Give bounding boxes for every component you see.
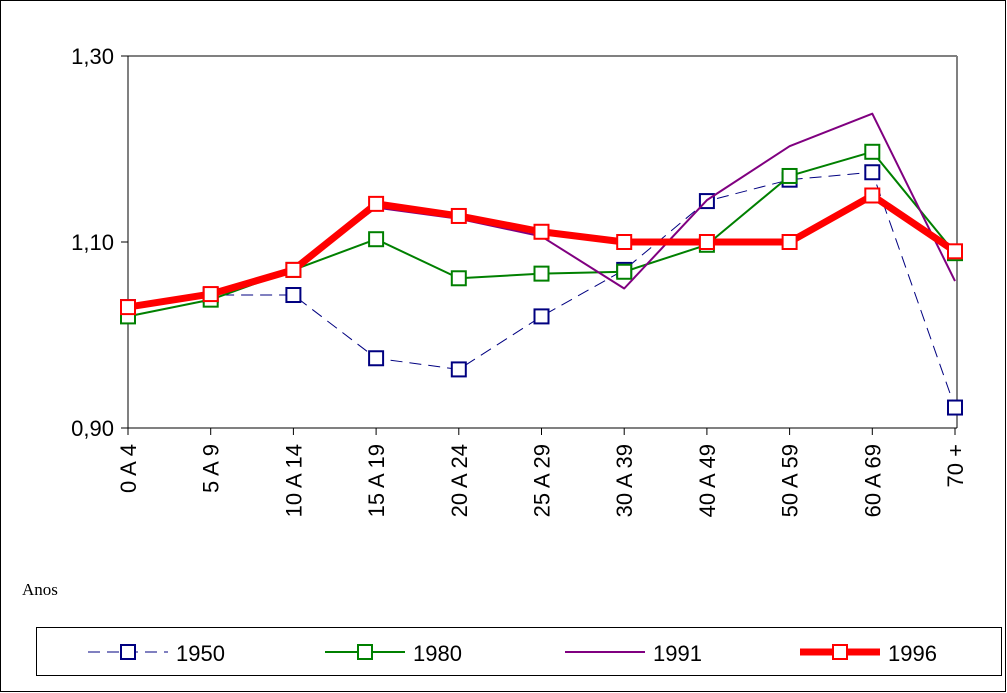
data-point — [368, 350, 385, 367]
legend-label: 1980 — [413, 641, 462, 666]
x-tick-label: 0 A 4 — [116, 444, 141, 493]
data-point — [864, 143, 881, 160]
data-point — [947, 399, 963, 416]
data-point — [781, 234, 798, 250]
x-tick-label: 70 + — [943, 444, 968, 487]
data-point — [864, 164, 881, 181]
data-point — [285, 287, 302, 304]
legend-label: 1991 — [653, 641, 702, 666]
x-tick-label: 5 A 9 — [199, 444, 224, 493]
x-tick-label: 60 A 69 — [860, 444, 885, 517]
legend-marker — [832, 644, 848, 660]
legend-marker — [120, 644, 136, 660]
data-point — [947, 243, 963, 260]
data-point — [533, 265, 550, 282]
data-point — [616, 263, 633, 280]
x-tick-label: 40 A 49 — [695, 444, 720, 517]
x-axis-label: Anos — [22, 580, 58, 599]
y-tick-label: 1,30 — [71, 44, 114, 69]
x-tick-label: 10 A 14 — [281, 444, 306, 517]
data-point — [616, 234, 633, 250]
y-tick-label: 0,90 — [71, 416, 114, 441]
data-point — [368, 195, 385, 212]
x-tick-label: 15 A 19 — [364, 444, 389, 517]
x-tick-label: 20 A 24 — [447, 444, 472, 517]
data-point — [120, 299, 136, 316]
data-point — [864, 187, 881, 204]
data-point — [533, 223, 550, 240]
data-point — [450, 361, 467, 378]
legend-marker — [357, 644, 373, 660]
data-point — [781, 167, 798, 184]
data-point — [450, 270, 467, 287]
data-point — [450, 207, 467, 224]
x-tick-label: 30 A 39 — [612, 444, 637, 517]
legend-box — [36, 627, 1002, 676]
legend-label: 1996 — [888, 641, 937, 666]
series-line — [127, 171, 956, 408]
legend-label: 1950 — [176, 641, 225, 666]
y-tick-label: 1,10 — [71, 230, 114, 255]
data-point — [202, 286, 219, 303]
data-point — [698, 234, 715, 250]
data-point — [285, 261, 302, 278]
data-point — [533, 308, 550, 325]
x-tick-label: 25 A 29 — [530, 444, 555, 517]
data-point — [368, 231, 385, 248]
x-tick-label: 50 A 59 — [778, 444, 803, 517]
